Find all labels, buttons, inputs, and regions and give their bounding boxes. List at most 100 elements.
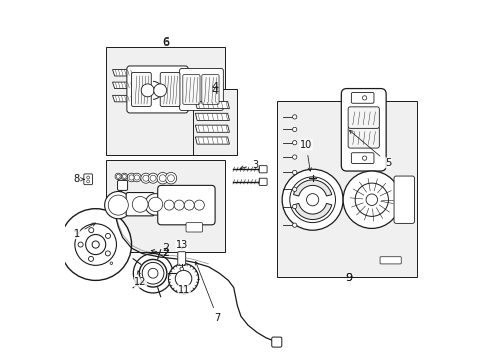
Text: 1: 1 (74, 223, 95, 239)
Circle shape (110, 262, 112, 265)
Circle shape (148, 173, 158, 183)
Polygon shape (112, 95, 134, 102)
Circle shape (105, 251, 110, 256)
Text: 1: 1 (74, 229, 80, 239)
Text: 4: 4 (211, 86, 218, 96)
FancyBboxPatch shape (341, 89, 386, 171)
Circle shape (142, 262, 163, 284)
FancyBboxPatch shape (351, 153, 373, 163)
Circle shape (134, 175, 139, 180)
Text: 2: 2 (162, 243, 169, 253)
FancyBboxPatch shape (271, 337, 281, 347)
Circle shape (88, 256, 93, 261)
Wedge shape (293, 180, 331, 196)
Text: 2: 2 (151, 248, 168, 258)
Circle shape (153, 84, 166, 97)
Circle shape (121, 173, 127, 180)
Circle shape (292, 140, 296, 145)
Wedge shape (293, 203, 331, 220)
Text: 10: 10 (300, 140, 312, 150)
Circle shape (78, 242, 83, 247)
FancyBboxPatch shape (158, 185, 215, 225)
FancyBboxPatch shape (259, 178, 266, 185)
FancyBboxPatch shape (347, 127, 379, 148)
FancyBboxPatch shape (160, 72, 180, 107)
Text: 12: 12 (134, 271, 146, 287)
Circle shape (292, 127, 296, 132)
Circle shape (194, 200, 204, 210)
Circle shape (292, 223, 296, 227)
Circle shape (142, 175, 148, 181)
Text: 6: 6 (162, 37, 169, 47)
Text: 7: 7 (195, 262, 220, 323)
Bar (192, 89, 237, 155)
FancyBboxPatch shape (393, 176, 414, 224)
Circle shape (141, 173, 151, 183)
Circle shape (60, 209, 131, 280)
FancyBboxPatch shape (347, 107, 379, 129)
Text: 13: 13 (176, 240, 188, 250)
Circle shape (362, 156, 366, 160)
Circle shape (122, 175, 126, 178)
Circle shape (292, 187, 296, 192)
Circle shape (139, 260, 166, 287)
Polygon shape (112, 69, 134, 76)
Circle shape (168, 264, 198, 294)
Circle shape (289, 177, 335, 222)
Circle shape (180, 267, 183, 271)
Circle shape (85, 234, 105, 255)
Circle shape (105, 233, 110, 238)
Circle shape (175, 270, 191, 287)
FancyBboxPatch shape (379, 257, 400, 264)
Circle shape (148, 197, 163, 212)
Text: 5: 5 (349, 130, 390, 168)
Text: 3: 3 (240, 160, 258, 170)
Circle shape (354, 183, 387, 216)
Polygon shape (195, 125, 229, 132)
Bar (276, 101, 416, 277)
Text: 11: 11 (178, 285, 190, 295)
Circle shape (89, 228, 94, 233)
Polygon shape (195, 113, 229, 121)
Circle shape (343, 171, 400, 228)
FancyBboxPatch shape (179, 68, 223, 111)
Circle shape (282, 169, 343, 230)
Text: 6: 6 (162, 38, 169, 48)
FancyBboxPatch shape (83, 174, 92, 185)
FancyBboxPatch shape (126, 193, 154, 216)
Text: 5: 5 (384, 158, 390, 168)
Polygon shape (195, 102, 229, 109)
Circle shape (108, 195, 128, 215)
Bar (106, 47, 224, 155)
FancyBboxPatch shape (259, 166, 266, 173)
Text: 11: 11 (178, 285, 190, 295)
Circle shape (86, 180, 89, 183)
Circle shape (133, 253, 172, 293)
Circle shape (292, 155, 296, 159)
Circle shape (129, 175, 134, 180)
Text: 12: 12 (134, 277, 146, 287)
Circle shape (148, 268, 158, 278)
Circle shape (157, 172, 168, 184)
Circle shape (165, 172, 176, 184)
Circle shape (104, 192, 132, 219)
Text: 9: 9 (344, 273, 351, 283)
Circle shape (184, 200, 194, 210)
Circle shape (366, 194, 377, 206)
FancyBboxPatch shape (185, 223, 202, 232)
Circle shape (127, 173, 136, 182)
FancyBboxPatch shape (351, 93, 373, 103)
Circle shape (174, 200, 184, 210)
Circle shape (116, 175, 120, 178)
Circle shape (167, 175, 174, 182)
Text: 9: 9 (344, 273, 351, 283)
FancyBboxPatch shape (117, 180, 127, 190)
Text: 4: 4 (211, 82, 218, 93)
Circle shape (159, 175, 166, 182)
FancyBboxPatch shape (126, 66, 188, 113)
Circle shape (150, 175, 156, 181)
Circle shape (75, 224, 116, 265)
Circle shape (144, 194, 166, 215)
Circle shape (74, 229, 77, 232)
Circle shape (164, 200, 174, 210)
